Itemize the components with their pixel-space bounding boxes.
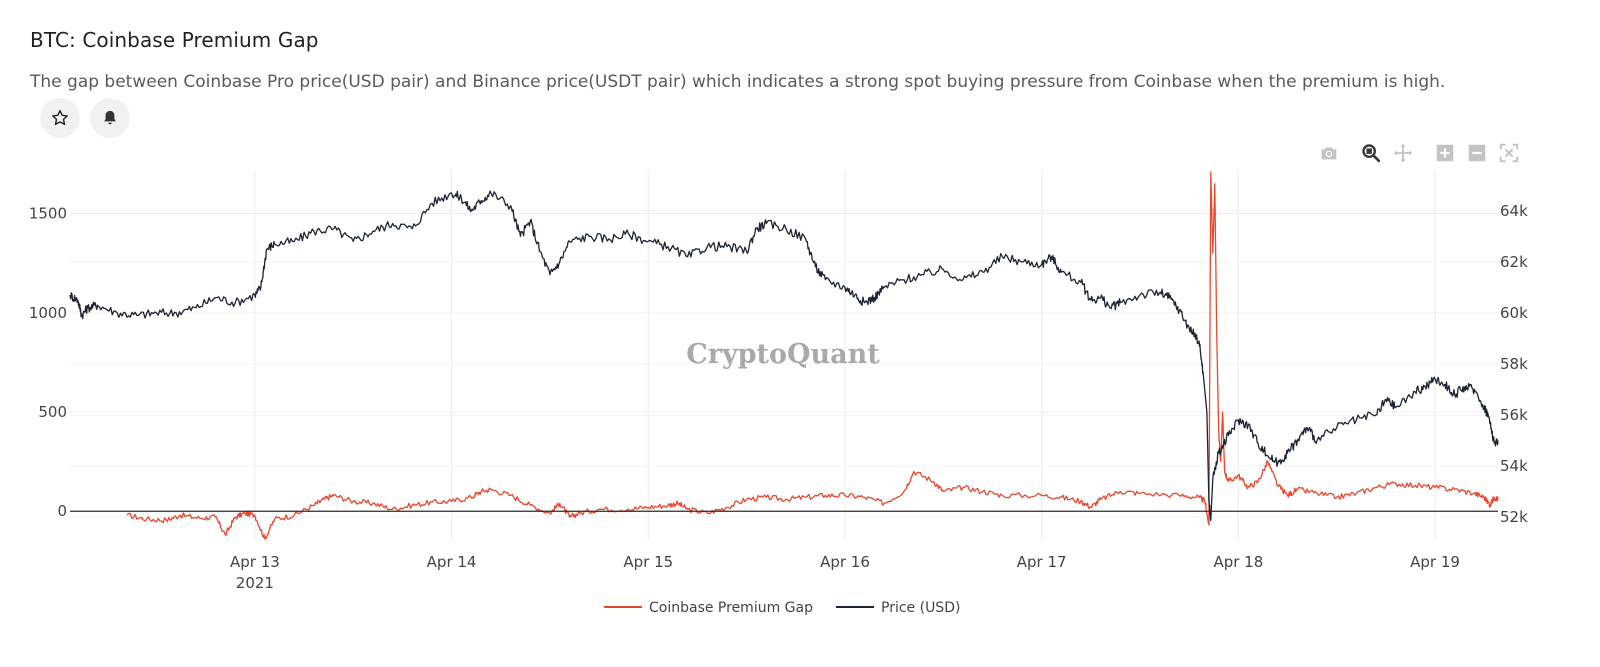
bell-icon — [104, 110, 116, 125]
camera-icon[interactable] — [1317, 141, 1341, 165]
legend[interactable]: Coinbase Premium Gap Price (USD) — [604, 600, 960, 616]
page-title: BTC: Coinbase Premium Gap — [30, 28, 319, 52]
x-tick-label: Apr 17 — [1017, 553, 1067, 571]
y-right-tick-label: 64k — [1500, 202, 1528, 220]
y-left-tick-label: 500 — [38, 403, 67, 421]
zoom-in-icon[interactable] — [1433, 141, 1457, 165]
y-left-tick-label: 1500 — [29, 205, 67, 223]
series-line-price — [69, 190, 1499, 522]
chart-description: The gap between Coinbase Pro price(USD p… — [30, 72, 1446, 92]
x-tick-label: Apr 15 — [623, 553, 673, 571]
y-right-tick-label: 60k — [1500, 304, 1528, 322]
y-right-tick-label: 54k — [1500, 457, 1528, 475]
x-tick-sublabel: 2021 — [236, 574, 274, 592]
x-tick-label: Apr 14 — [427, 553, 477, 571]
gridlines — [70, 170, 1498, 540]
y-right-tick-label: 52k — [1500, 508, 1528, 526]
axes: Apr 13 2021 Apr 14 Apr 15 Apr 16 Apr 17 Apr 18… — [29, 202, 1528, 592]
x-tick-label: Apr 19 — [1410, 553, 1460, 571]
pan-icon[interactable] — [1391, 141, 1415, 165]
legend-item-label: Coinbase Premium Gap — [649, 600, 813, 616]
y-left-tick-label: 1000 — [29, 304, 67, 322]
zoom-icon[interactable] — [1359, 141, 1383, 165]
x-tick-label: Apr 18 — [1213, 553, 1263, 571]
y-right-tick-label: 58k — [1500, 355, 1528, 373]
y-right-tick-label: 56k — [1500, 406, 1528, 424]
alert-button[interactable] — [90, 98, 130, 138]
autoscale-icon[interactable] — [1497, 141, 1521, 165]
legend-item-label: Price (USD) — [881, 600, 960, 616]
series-line-premium-gap — [126, 171, 1499, 540]
favorite-button[interactable] — [40, 98, 80, 138]
zoom-out-icon[interactable] — [1465, 141, 1489, 165]
watermark: CryptoQuant — [686, 339, 880, 370]
star-icon — [52, 109, 68, 126]
y-left-tick-label: 0 — [57, 502, 67, 520]
y-right-tick-label: 62k — [1500, 253, 1528, 271]
x-tick-label: Apr 13 — [230, 553, 280, 571]
series-layer — [69, 171, 1499, 540]
x-tick-label: Apr 16 — [820, 553, 870, 571]
